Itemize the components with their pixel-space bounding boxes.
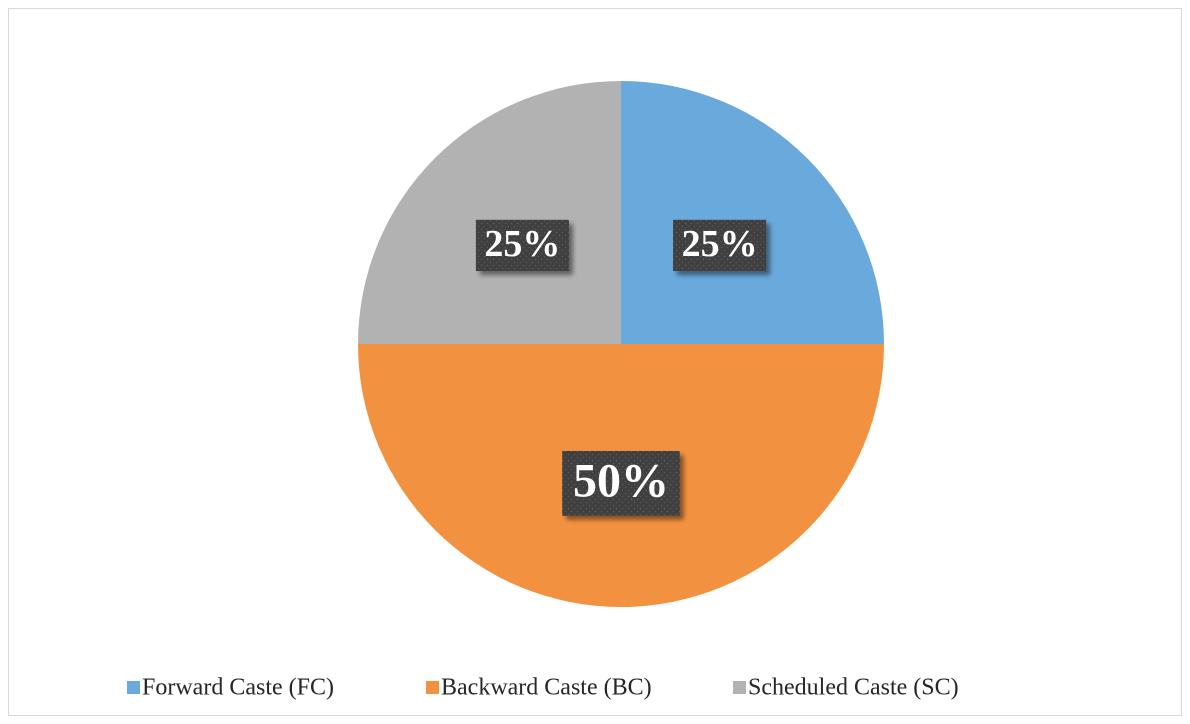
legend-swatch [127, 681, 140, 694]
data-label-box [475, 219, 569, 272]
data-label: 25% [484, 223, 560, 265]
data-label: 25% [682, 223, 758, 265]
legend-swatch [426, 681, 439, 694]
pie-slice [358, 81, 621, 344]
data-label-box [562, 450, 680, 516]
legend-swatch [733, 681, 746, 694]
legend-label: Backward Caste (BC) [441, 675, 652, 701]
pie-slice [621, 81, 884, 344]
legend-label: Forward Caste (FC) [142, 675, 334, 701]
data-label-box [673, 219, 767, 272]
data-label: 50% [573, 454, 669, 507]
legend-label: Scheduled Caste (SC) [748, 675, 959, 701]
